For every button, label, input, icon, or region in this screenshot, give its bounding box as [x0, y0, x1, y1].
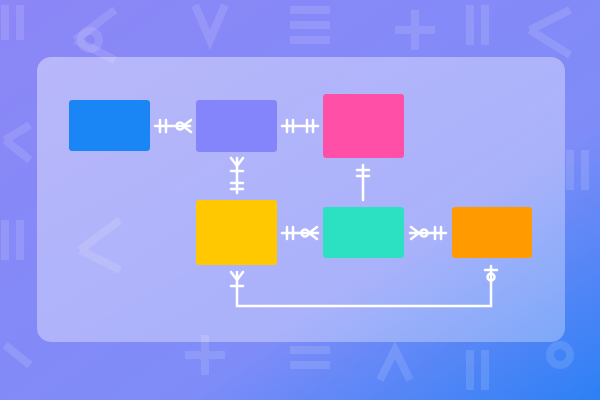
relationship-teal-pink: [355, 163, 371, 202]
diagram-panel: [37, 57, 565, 342]
entity-box-blue: [69, 100, 150, 151]
relationship-purple-yellow: [229, 156, 245, 195]
relationship-teal-orange: [408, 225, 448, 241]
relationship-blue-purple: [153, 118, 193, 134]
entity-box-pink: [323, 94, 404, 158]
entity-box-yellow: [196, 200, 277, 265]
entity-box-teal: [323, 207, 404, 258]
relationship-yellow-teal: [280, 225, 320, 241]
relationship-purple-pink: [280, 118, 320, 134]
relationship-yellow-orange: [229, 264, 499, 308]
entity-box-orange: [452, 207, 532, 258]
entity-box-purple: [196, 100, 277, 152]
connectors: [153, 118, 499, 308]
